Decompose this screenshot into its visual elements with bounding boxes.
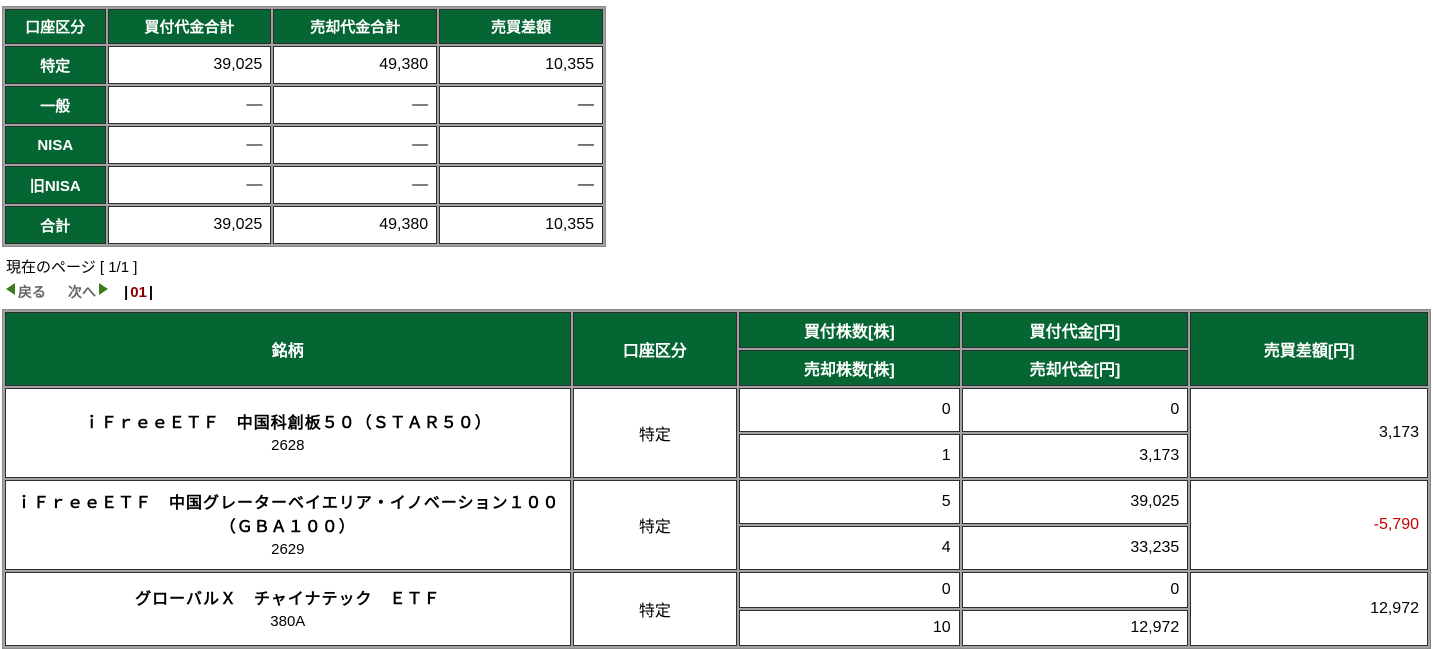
summary-buy-value: ― bbox=[107, 166, 272, 204]
stock-code: 2628 bbox=[271, 437, 305, 455]
stock-name-cell: グローバルＸ チャイナテック ＥＴＦ 380A bbox=[5, 572, 571, 646]
diff-cell: 12,972 bbox=[1190, 572, 1428, 646]
account-type-cell: 特定 bbox=[572, 388, 738, 478]
detail-header-name: 銘柄 bbox=[5, 312, 571, 386]
summary-table: 口座区分 買付代金合計 売却代金合計 売買差額 特定 39,025 49,380… bbox=[2, 6, 606, 247]
next-button-label: 次へ bbox=[68, 284, 96, 300]
page-separator: | bbox=[148, 283, 154, 301]
buy-amount-cell: 0 bbox=[961, 388, 1189, 432]
sell-shares-cell: 1 bbox=[739, 434, 960, 478]
summary-buy-value: ― bbox=[107, 126, 272, 164]
stock-name: ｉＦｒｅｅＥＴＦ 中国科創板５０（ＳＴＡＲ５０） bbox=[83, 414, 492, 432]
sell-amount-cell: 3,173 bbox=[961, 434, 1189, 478]
summary-diff-value: 10,355 bbox=[439, 206, 603, 244]
stock-code: 380A bbox=[270, 613, 306, 631]
detail-row: グローバルＸ チャイナテック ＥＴＦ 380A 特定 0 0 12,972 bbox=[5, 572, 1428, 646]
summary-row-label: 合計 bbox=[5, 206, 106, 244]
sell-shares-cell: 4 bbox=[739, 526, 960, 570]
detail-header-buy-amount: 買付代金[円] bbox=[961, 312, 1189, 348]
buy-shares-cell: 5 bbox=[739, 480, 960, 524]
summary-sell-value: ― bbox=[273, 126, 438, 164]
stock-name-cell: ｉＦｒｅｅＥＴＦ 中国科創板５０（ＳＴＡＲ５０） 2628 bbox=[5, 388, 571, 478]
summary-header-diff: 売買差額 bbox=[439, 9, 603, 44]
detail-header-row-2: 売却株数[株] 売却代金[円] bbox=[5, 350, 1428, 386]
summary-buy-value: 39,025 bbox=[107, 46, 272, 84]
detail-row: ｉＦｒｅｅＥＴＦ 中国グレーターベイエリア・イノベーション１００（ＧＢＡ１００）… bbox=[5, 480, 1428, 570]
account-type-cell: 特定 bbox=[572, 572, 738, 646]
page-number[interactable]: 01 bbox=[130, 283, 147, 301]
stock-name-cell: ｉＦｒｅｅＥＴＦ 中国グレーターベイエリア・イノベーション１００（ＧＢＡ１００）… bbox=[5, 480, 571, 570]
buy-amount-cell: 39,025 bbox=[961, 480, 1189, 524]
summary-diff-value: ― bbox=[439, 166, 603, 204]
detail-header-diff: 売買差額[円] bbox=[1190, 312, 1428, 386]
pagination: 戻る 次へ | 01 | bbox=[6, 281, 1433, 303]
summary-row-label: 旧NISA bbox=[5, 166, 106, 204]
summary-diff-value: ― bbox=[439, 126, 603, 164]
buy-shares-cell: 0 bbox=[739, 572, 960, 608]
summary-sell-value: ― bbox=[273, 166, 438, 204]
next-button[interactable]: 次へ bbox=[68, 282, 108, 302]
detail-header-sell-shares: 売却株数[株] bbox=[739, 350, 960, 386]
detail-header-buy-shares: 買付株数[株] bbox=[739, 312, 960, 348]
sell-amount-cell: 33,235 bbox=[961, 526, 1189, 570]
stock-name: ｉＦｒｅｅＥＴＦ 中国グレーターベイエリア・イノベーション１００（ＧＢＡ１００） bbox=[16, 495, 560, 536]
summary-header-sell-total: 売却代金合計 bbox=[273, 9, 438, 44]
back-button[interactable]: 戻る bbox=[6, 282, 46, 302]
summary-sell-value: 49,380 bbox=[273, 206, 438, 244]
summary-header-account: 口座区分 bbox=[5, 9, 106, 44]
current-page-label: 現在のページ [ 1/1 ] bbox=[6, 259, 138, 276]
detail-row-sell: 1 3,173 bbox=[5, 434, 1428, 478]
page-number-box: | 01 | bbox=[124, 284, 153, 301]
summary-row-label: NISA bbox=[5, 126, 106, 164]
summary-buy-value: ― bbox=[107, 86, 272, 124]
summary-header-buy-total: 買付代金合計 bbox=[107, 9, 272, 44]
summary-header-row: 口座区分 買付代金合計 売却代金合計 売買差額 bbox=[5, 9, 603, 44]
buy-shares-cell: 0 bbox=[739, 388, 960, 432]
sell-shares-cell: 10 bbox=[739, 610, 960, 646]
summary-row-ippan: 一般 ― ― ― bbox=[5, 86, 603, 124]
diff-cell: 3,173 bbox=[1190, 388, 1428, 478]
next-arrow-icon bbox=[99, 283, 108, 295]
detail-row-sell: 4 33,235 bbox=[5, 526, 1428, 570]
stock-name: グローバルＸ チャイナテック ＥＴＦ bbox=[135, 590, 441, 608]
summary-row-old-nisa: 旧NISA ― ― ― bbox=[5, 166, 603, 204]
detail-row: ｉＦｒｅｅＥＴＦ 中国科創板５０（ＳＴＡＲ５０） 2628 特定 0 0 3,1… bbox=[5, 388, 1428, 478]
summary-sell-value: 49,380 bbox=[273, 46, 438, 84]
summary-diff-value: ― bbox=[439, 86, 603, 124]
account-type-cell: 特定 bbox=[572, 480, 738, 570]
page-separator: | bbox=[124, 283, 129, 301]
summary-row-label: 特定 bbox=[5, 46, 106, 84]
buy-amount-cell: 0 bbox=[961, 572, 1189, 608]
summary-row-tokutei: 特定 39,025 49,380 10,355 bbox=[5, 46, 603, 84]
back-arrow-icon bbox=[6, 283, 15, 295]
summary-row-label: 一般 bbox=[5, 86, 106, 124]
detail-table: 銘柄 口座区分 買付株数[株] 買付代金[円] 売買差額[円] 売却株数[株] … bbox=[2, 309, 1431, 649]
detail-header-sell-amount: 売却代金[円] bbox=[961, 350, 1189, 386]
summary-row-total: 合計 39,025 49,380 10,355 bbox=[5, 206, 603, 244]
stock-code: 2629 bbox=[271, 540, 305, 558]
sell-amount-cell: 12,972 bbox=[961, 610, 1189, 646]
summary-buy-value: 39,025 bbox=[107, 206, 272, 244]
detail-header-row-1: 銘柄 口座区分 買付株数[株] 買付代金[円] 売買差額[円] bbox=[5, 312, 1428, 386]
diff-cell: -5,790 bbox=[1190, 480, 1428, 570]
summary-row-nisa: NISA ― ― ― bbox=[5, 126, 603, 164]
summary-sell-value: ― bbox=[273, 86, 438, 124]
summary-diff-value: 10,355 bbox=[439, 46, 603, 84]
back-button-label: 戻る bbox=[18, 284, 46, 300]
detail-header-account: 口座区分 bbox=[572, 312, 738, 386]
